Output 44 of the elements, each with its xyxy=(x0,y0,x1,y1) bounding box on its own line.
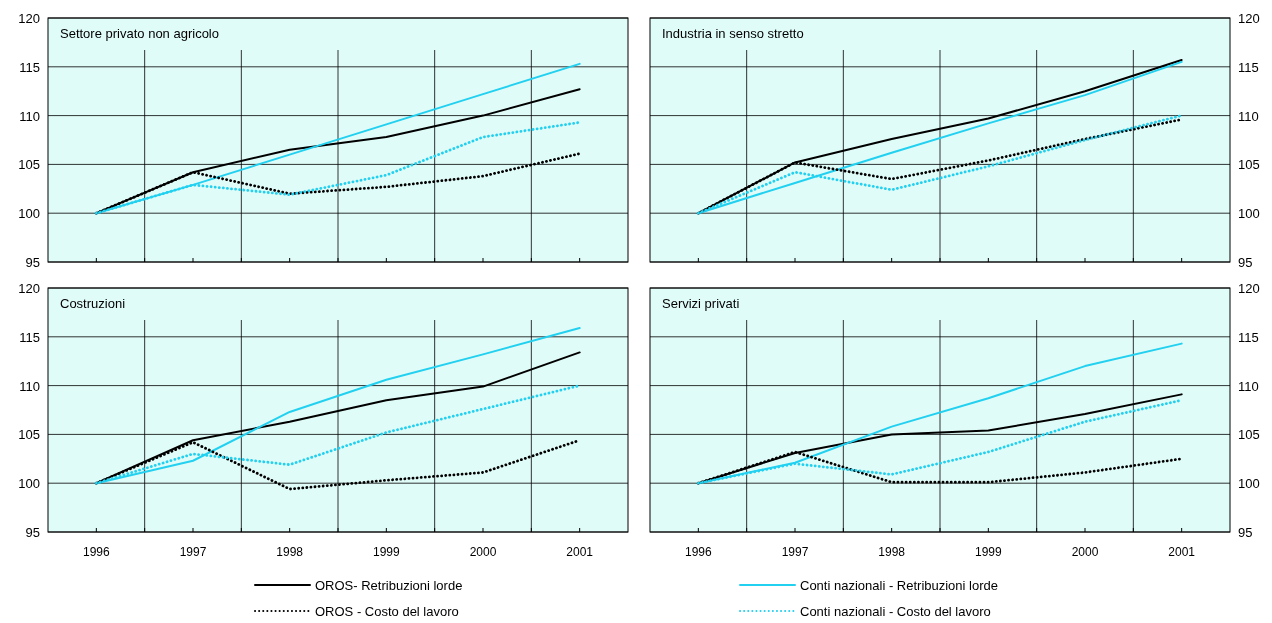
y-tick-label: 120 xyxy=(18,11,40,26)
y-tick-label: 120 xyxy=(1238,11,1260,26)
x-tick-label: 1997 xyxy=(781,545,809,559)
x-tick-label: 1998 xyxy=(878,545,906,559)
text: Servizi privati xyxy=(662,296,740,311)
x-tick-label: 2000 xyxy=(1071,545,1099,559)
y-tick-label: 100 xyxy=(1238,476,1260,492)
x-tick-label: 2001 xyxy=(566,545,594,559)
legend-label: Conti nazionali - Retribuzioni lorde xyxy=(800,578,998,593)
y-tick-label: 120 xyxy=(1238,281,1260,296)
y-tick-label: 105 xyxy=(1238,157,1260,173)
x-tick-label: 2000 xyxy=(469,545,497,559)
legend-label: Conti nazionali - Costo del lavoro xyxy=(800,604,991,619)
y-tick-label: 110 xyxy=(1238,108,1259,124)
y-tick-label: 115 xyxy=(1238,59,1259,75)
y-tick-label: 95 xyxy=(25,525,40,540)
x-tick-label: 1996 xyxy=(684,545,712,559)
y-tick-label: 95 xyxy=(1238,525,1253,540)
x-tick-label: 1997 xyxy=(179,545,207,559)
y-tick-label: 120 xyxy=(18,281,40,296)
y-tick-label: 115 xyxy=(1238,329,1259,345)
y-tick-label: 100 xyxy=(18,206,40,222)
x-tick-label: 1996 xyxy=(82,545,110,559)
x-tick-label: 2001 xyxy=(1168,545,1196,559)
legend-label: OROS - Costo del lavoro xyxy=(315,604,459,619)
y-tick-label: 105 xyxy=(18,157,40,173)
y-tick-label: 100 xyxy=(1238,206,1260,222)
x-tick-label: 1999 xyxy=(372,545,400,559)
y-tick-label: 105 xyxy=(1238,427,1260,443)
x-tick-label: 1998 xyxy=(276,545,304,559)
legend-label: OROS- Retribuzioni lorde xyxy=(315,578,463,593)
y-tick-label: 110 xyxy=(19,108,40,124)
text: Costruzioni xyxy=(60,296,126,311)
text: Settore privato non agricolo xyxy=(60,26,219,41)
y-tick-label: 95 xyxy=(25,255,40,270)
y-tick-label: 105 xyxy=(18,427,40,443)
y-tick-label: 100 xyxy=(18,476,40,492)
y-tick-label: 95 xyxy=(1238,255,1253,270)
y-tick-label: 110 xyxy=(19,378,40,394)
x-tick-label: 1999 xyxy=(974,545,1002,559)
y-tick-label: 115 xyxy=(19,59,40,75)
y-tick-label: 110 xyxy=(1238,378,1259,394)
text: Industria in senso stretto xyxy=(662,26,804,41)
y-tick-label: 115 xyxy=(19,329,40,345)
